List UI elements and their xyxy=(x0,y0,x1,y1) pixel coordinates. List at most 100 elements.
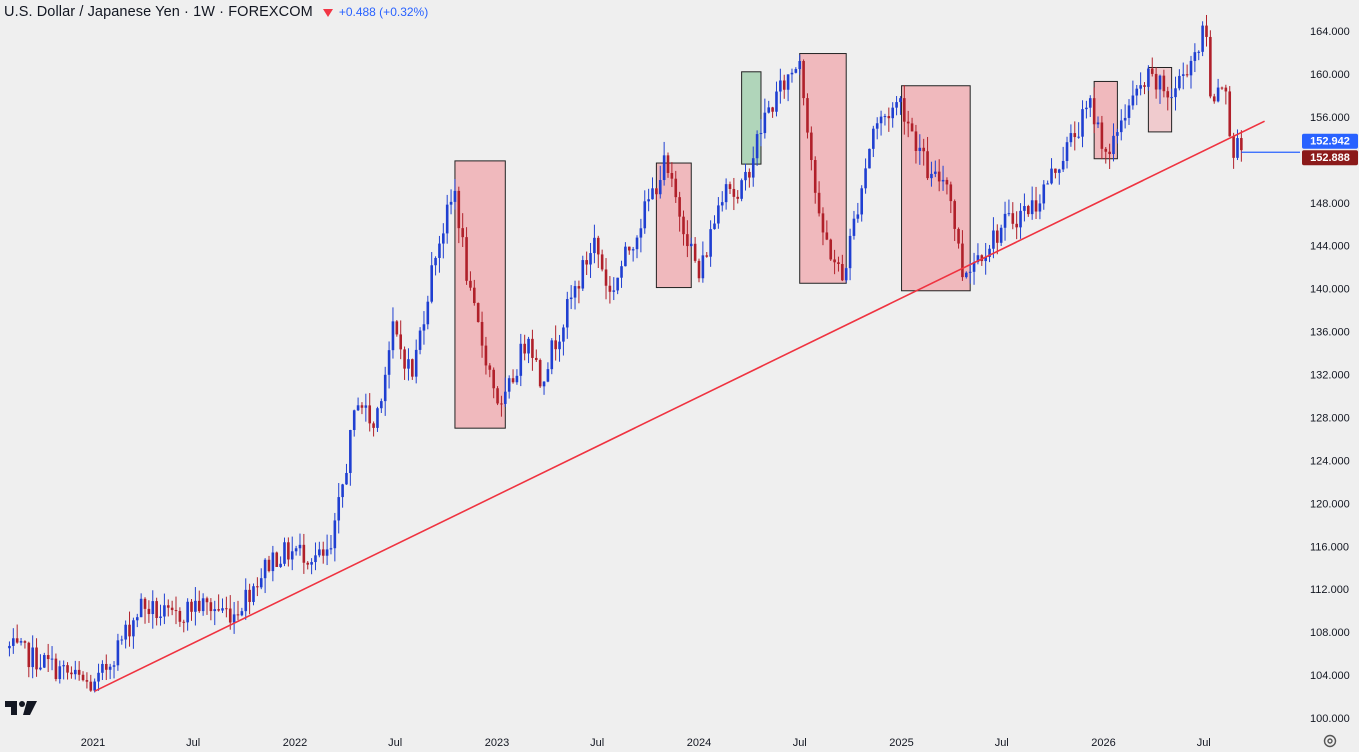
candle xyxy=(104,654,108,681)
y-tick-label: 104.000 xyxy=(1310,670,1350,682)
candle xyxy=(662,141,666,186)
candle xyxy=(674,170,678,203)
candle xyxy=(434,256,437,276)
candle xyxy=(790,68,794,83)
candle xyxy=(631,246,635,262)
candle xyxy=(1003,201,1007,241)
candlestick-series xyxy=(8,14,1243,693)
candle xyxy=(12,628,15,654)
candle xyxy=(883,113,887,126)
candle xyxy=(666,152,670,178)
candle xyxy=(755,130,759,166)
candle xyxy=(120,635,124,645)
candle xyxy=(546,362,550,383)
candle xyxy=(1100,115,1104,160)
y-tick-label: 140.000 xyxy=(1310,284,1350,296)
candle xyxy=(577,280,581,304)
candle xyxy=(771,106,774,118)
candle xyxy=(58,660,62,684)
candle xyxy=(875,117,879,140)
candle xyxy=(213,600,217,626)
last-price-tag: 152.942 xyxy=(1302,133,1358,149)
candle xyxy=(259,568,263,590)
candle xyxy=(186,598,189,631)
candle xyxy=(430,252,433,304)
candle xyxy=(1030,186,1034,220)
candle xyxy=(1228,86,1232,137)
candle xyxy=(306,561,310,570)
candle xyxy=(81,671,85,682)
price-tags: 152.942 152.888 xyxy=(1241,133,1358,166)
highlight-box[interactable] xyxy=(655,162,692,289)
candle xyxy=(542,381,546,395)
candle xyxy=(806,93,809,139)
candle xyxy=(701,241,705,283)
candle xyxy=(798,54,802,75)
candle xyxy=(1158,74,1162,104)
candle xyxy=(46,643,50,673)
candle xyxy=(27,641,31,678)
candle xyxy=(89,674,93,692)
y-tick-label: 160.000 xyxy=(1310,69,1350,81)
candle xyxy=(1065,136,1069,169)
candle xyxy=(391,307,395,359)
candle xyxy=(585,251,588,275)
candle xyxy=(77,661,81,681)
candle xyxy=(236,600,240,621)
candle xyxy=(345,463,348,485)
candle xyxy=(325,534,329,566)
candle xyxy=(1123,104,1127,129)
candle xyxy=(534,349,538,362)
candle xyxy=(1162,69,1166,98)
candle xyxy=(321,541,325,564)
candle xyxy=(782,74,786,99)
candle xyxy=(128,611,131,647)
x-tick-label: 2025 xyxy=(889,737,913,749)
candle xyxy=(1116,128,1119,144)
candle xyxy=(844,267,848,283)
tradingview-logo-icon[interactable] xyxy=(5,697,37,717)
candle xyxy=(395,320,399,337)
highlight-box[interactable] xyxy=(454,160,506,429)
svg-text:152.888: 152.888 xyxy=(1310,152,1350,164)
candle xyxy=(426,295,430,330)
candle xyxy=(298,533,302,556)
candle xyxy=(589,242,592,278)
candle xyxy=(1185,64,1189,78)
candle xyxy=(414,339,418,384)
candle xyxy=(1154,67,1158,99)
candle xyxy=(1197,50,1201,61)
candle xyxy=(751,146,755,187)
candle xyxy=(1166,86,1170,111)
candle xyxy=(252,583,255,606)
symbol-title[interactable]: U.S. Dollar / Japanese Yen · 1W · FOREXC… xyxy=(4,4,313,20)
candle xyxy=(484,336,488,375)
candle xyxy=(1147,65,1150,91)
gear-icon[interactable] xyxy=(1322,733,1338,749)
candle xyxy=(686,220,689,258)
x-tick-label: Jul xyxy=(590,737,604,749)
candle xyxy=(287,537,290,567)
highlight-box[interactable] xyxy=(901,85,971,292)
candle xyxy=(1150,57,1154,77)
highlight-box[interactable] xyxy=(799,53,847,284)
candle xyxy=(445,194,449,244)
candle xyxy=(62,660,65,680)
candle xyxy=(670,162,674,188)
candle xyxy=(124,620,127,649)
candle xyxy=(372,421,375,437)
candle xyxy=(573,280,577,310)
candle xyxy=(480,311,484,358)
candle xyxy=(961,230,964,281)
candle xyxy=(682,210,685,246)
candle xyxy=(775,81,778,117)
trendline[interactable] xyxy=(94,120,1265,692)
candle xyxy=(1019,203,1022,239)
candle xyxy=(1054,168,1057,179)
candle xyxy=(600,249,604,272)
candle xyxy=(290,536,294,571)
candle xyxy=(1189,55,1193,89)
candle xyxy=(465,227,468,285)
